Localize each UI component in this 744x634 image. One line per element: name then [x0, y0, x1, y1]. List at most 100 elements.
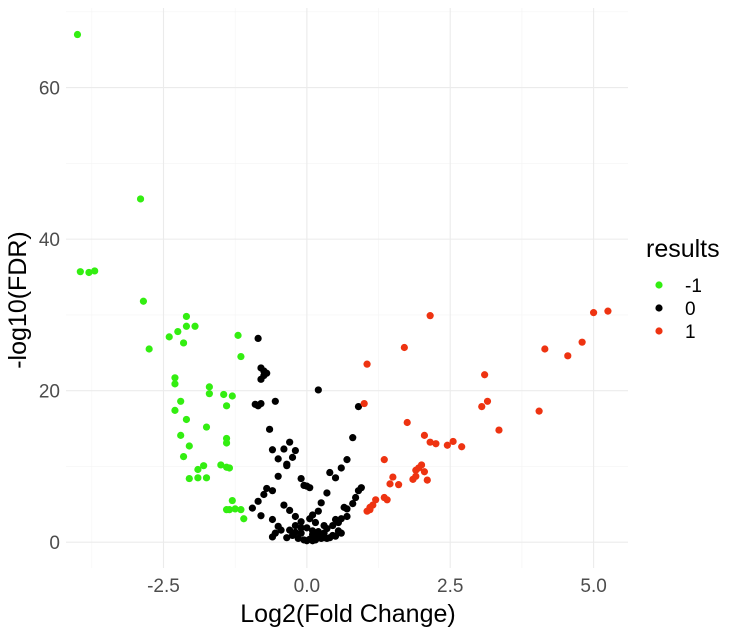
y-tick-label: 0 [49, 533, 60, 554]
data-point [481, 371, 489, 379]
data-point [426, 438, 434, 446]
data-point [254, 334, 262, 342]
data-point [136, 195, 145, 203]
data-point [334, 527, 342, 535]
data-point [271, 397, 279, 405]
series--1 [73, 30, 248, 523]
data-point [449, 437, 457, 446]
legend: results -101 [646, 235, 720, 343]
data-point [280, 501, 288, 509]
data-point [220, 390, 228, 399]
data-point [343, 505, 351, 513]
data-point [73, 30, 82, 39]
data-point [283, 534, 291, 542]
data-point [260, 371, 268, 380]
data-point [380, 493, 388, 502]
data-point [268, 487, 277, 495]
data-point [420, 431, 429, 439]
data-point [263, 484, 271, 493]
data-point [200, 462, 208, 470]
data-point [297, 529, 305, 537]
data-point [274, 455, 282, 463]
data-point [291, 512, 299, 521]
data-point [260, 490, 268, 499]
data-point [202, 474, 211, 482]
data-point [314, 507, 322, 515]
data-point [254, 402, 262, 410]
data-point [248, 504, 256, 512]
data-point [604, 307, 612, 315]
data-point [395, 481, 403, 489]
data-point [179, 453, 188, 461]
legend-label: -1 [685, 276, 702, 297]
data-point [288, 531, 297, 540]
data-point [271, 529, 279, 537]
x-axis-ticks: -2.5 0.0 2.5 5.0 [147, 576, 607, 597]
data-point [225, 464, 234, 472]
data-point [331, 515, 340, 524]
data-point [349, 499, 357, 508]
grid-lines [66, 8, 628, 568]
legend-key [655, 304, 663, 312]
data-point [174, 327, 182, 336]
data-point [202, 423, 211, 431]
data-point [274, 472, 282, 480]
data-point [386, 480, 394, 488]
data-point [363, 360, 371, 368]
data-point [458, 443, 466, 451]
data-point [317, 499, 325, 507]
data-point [237, 506, 245, 514]
data-point [222, 506, 231, 514]
data-point [205, 383, 213, 391]
data-point [403, 418, 411, 427]
data-points [73, 30, 612, 545]
data-point [294, 534, 302, 543]
data-point [191, 322, 199, 330]
data-point [417, 461, 426, 469]
data-point [171, 406, 179, 414]
data-point [286, 526, 294, 534]
data-point [541, 345, 549, 353]
series-1 [360, 307, 612, 515]
data-point [297, 518, 305, 526]
data-point [303, 524, 311, 532]
data-point [412, 472, 420, 480]
data-point [91, 267, 99, 275]
data-point [311, 518, 320, 527]
data-point [308, 527, 317, 535]
data-point [177, 397, 185, 405]
data-point [182, 312, 191, 321]
data-point [234, 331, 242, 339]
data-point [329, 531, 337, 540]
data-point [578, 338, 586, 346]
data-point [237, 352, 245, 361]
data-point [179, 339, 188, 347]
data-point [222, 439, 231, 447]
data-point [426, 312, 434, 320]
data-point [337, 515, 345, 523]
data-point [265, 425, 274, 433]
data-point [535, 407, 543, 415]
data-point [420, 468, 429, 476]
data-point [165, 333, 173, 341]
data-point [240, 515, 248, 523]
data-point [205, 390, 213, 398]
data-point [311, 535, 320, 543]
data-point [283, 460, 291, 468]
y-axis-title: -log10(FDR) [4, 231, 32, 369]
legend-key [655, 281, 663, 289]
data-point [139, 297, 148, 305]
data-point [171, 380, 179, 388]
data-point [194, 465, 202, 474]
data-point [483, 397, 492, 405]
data-point [323, 489, 331, 497]
data-point [337, 464, 345, 472]
legend-title: results [646, 235, 720, 263]
data-point [478, 402, 486, 411]
data-point [343, 456, 351, 464]
y-axis-ticks: 0 20 40 60 [39, 79, 60, 555]
data-point [306, 515, 314, 523]
data-point [354, 402, 363, 411]
data-point [297, 524, 305, 532]
